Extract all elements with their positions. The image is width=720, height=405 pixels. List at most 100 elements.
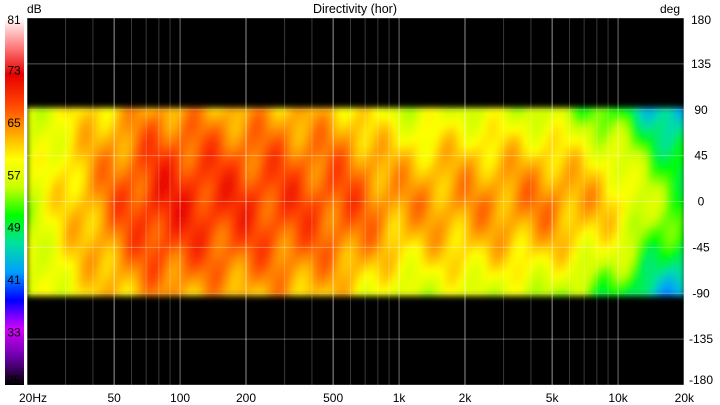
heatmap-cell: [182, 185, 190, 191]
heatmap-cell: [176, 287, 184, 293]
heatmap-cell: [283, 248, 291, 254]
heatmap-cell: [463, 107, 470, 113]
heatmap-cell: [188, 209, 196, 215]
heatmap-cell: [122, 170, 130, 175]
heatmap-cell: [134, 256, 142, 261]
heatmap-cell: [445, 162, 452, 168]
heatmap-cell: [301, 275, 309, 281]
heatmap-cell: [409, 232, 417, 238]
heatmap-cell: [618, 287, 626, 293]
heatmap-cell: [158, 127, 166, 132]
heatmap-cell: [331, 127, 339, 132]
heatmap-cell: [158, 135, 166, 140]
heatmap-cell: [313, 224, 321, 230]
heatmap-cell: [247, 142, 255, 148]
heatmap-cell: [74, 213, 82, 218]
heatmap-cell: [116, 107, 124, 113]
heatmap-cell: [313, 193, 321, 199]
heatmap-cell: [158, 154, 166, 160]
heatmap-cell: [451, 166, 458, 172]
heatmap-cell: [182, 209, 190, 215]
heatmap-cell: [409, 236, 417, 242]
heatmap-cell: [128, 221, 136, 226]
heatmap-cell: [80, 209, 88, 215]
heatmap-cell: [498, 166, 506, 172]
heatmap-cell: [337, 264, 345, 269]
heatmap-cell: [403, 158, 411, 164]
heatmap-cell: [564, 181, 572, 187]
heatmap-cell: [247, 248, 255, 254]
heatmap-cell: [283, 174, 291, 179]
heatmap-cell: [445, 260, 452, 265]
heatmap-cell: [86, 166, 94, 172]
heatmap-cell: [564, 170, 572, 175]
heatmap-cell: [271, 279, 279, 285]
heatmap-cell: [146, 248, 154, 254]
heatmap-cell: [576, 119, 584, 125]
heatmap-cell: [271, 221, 279, 226]
heatmap-cell: [62, 150, 70, 156]
heatmap-cell: [463, 123, 470, 129]
heatmap-cell: [492, 283, 500, 289]
heatmap-cell: [188, 150, 196, 156]
heatmap-cell: [68, 193, 76, 199]
heatmap-cell: [301, 267, 309, 273]
heatmap-cell: [582, 205, 590, 211]
heatmap-cell: [582, 213, 590, 218]
heatmap-cell: [50, 123, 58, 129]
heatmap-cell: [385, 291, 393, 297]
heatmap-cell: [98, 185, 106, 191]
heatmap-cell: [331, 119, 339, 125]
heatmap-cell: [618, 205, 626, 211]
heatmap-cell: [92, 189, 100, 195]
heatmap-cell: [259, 217, 267, 222]
heatmap-cell: [391, 252, 399, 258]
heatmap-cell: [463, 189, 470, 195]
heatmap-cell: [152, 213, 160, 218]
heatmap-cell: [552, 291, 560, 297]
heatmap-cell: [277, 119, 285, 125]
heatmap-cell: [212, 236, 219, 242]
heatmap-cell: [576, 248, 584, 254]
heatmap-cell: [355, 162, 363, 168]
heatmap-cell: [409, 240, 417, 246]
heatmap-cell: [445, 264, 452, 269]
heatmap-cell: [313, 260, 321, 265]
heatmap-cell: [433, 135, 440, 140]
heatmap-cell: [224, 224, 231, 230]
heatmap-cell: [140, 185, 148, 191]
heatmap-cell: [68, 264, 76, 269]
heatmap-cell: [313, 248, 321, 254]
heatmap-cell: [445, 138, 452, 144]
heatmap-cell: [498, 271, 506, 277]
heatmap-cell: [540, 158, 548, 164]
heatmap-cell: [349, 279, 357, 285]
heatmap-cell: [367, 119, 375, 125]
heatmap-cell: [32, 228, 40, 234]
heatmap-cell: [445, 127, 452, 132]
heatmap-cell: [492, 240, 500, 246]
heatmap-cell: [50, 135, 58, 140]
heatmap-cell: [44, 115, 52, 121]
heatmap-cell: [331, 170, 339, 175]
heatmap-cell: [409, 201, 417, 207]
heatmap-cell: [588, 244, 596, 250]
heatmap-cell: [391, 162, 399, 168]
heatmap-cell: [600, 271, 608, 277]
heatmap-cell: [427, 138, 434, 144]
heatmap-cell: [146, 244, 154, 250]
heatmap-cell: [409, 115, 417, 121]
heatmap-cell: [624, 127, 632, 132]
heatmap-cell: [391, 224, 399, 230]
heatmap-cell: [289, 271, 297, 277]
heatmap-cell: [230, 111, 237, 117]
heatmap-cell: [140, 248, 148, 254]
heatmap-cell: [534, 189, 542, 195]
heatmap-cell: [104, 224, 112, 230]
heatmap-cell: [236, 162, 243, 168]
heatmap-cell: [403, 240, 411, 246]
heatmap-cell: [104, 252, 112, 258]
heatmap-cell: [522, 197, 530, 203]
heatmap-cell: [564, 178, 572, 183]
heatmap-cell: [265, 178, 273, 183]
